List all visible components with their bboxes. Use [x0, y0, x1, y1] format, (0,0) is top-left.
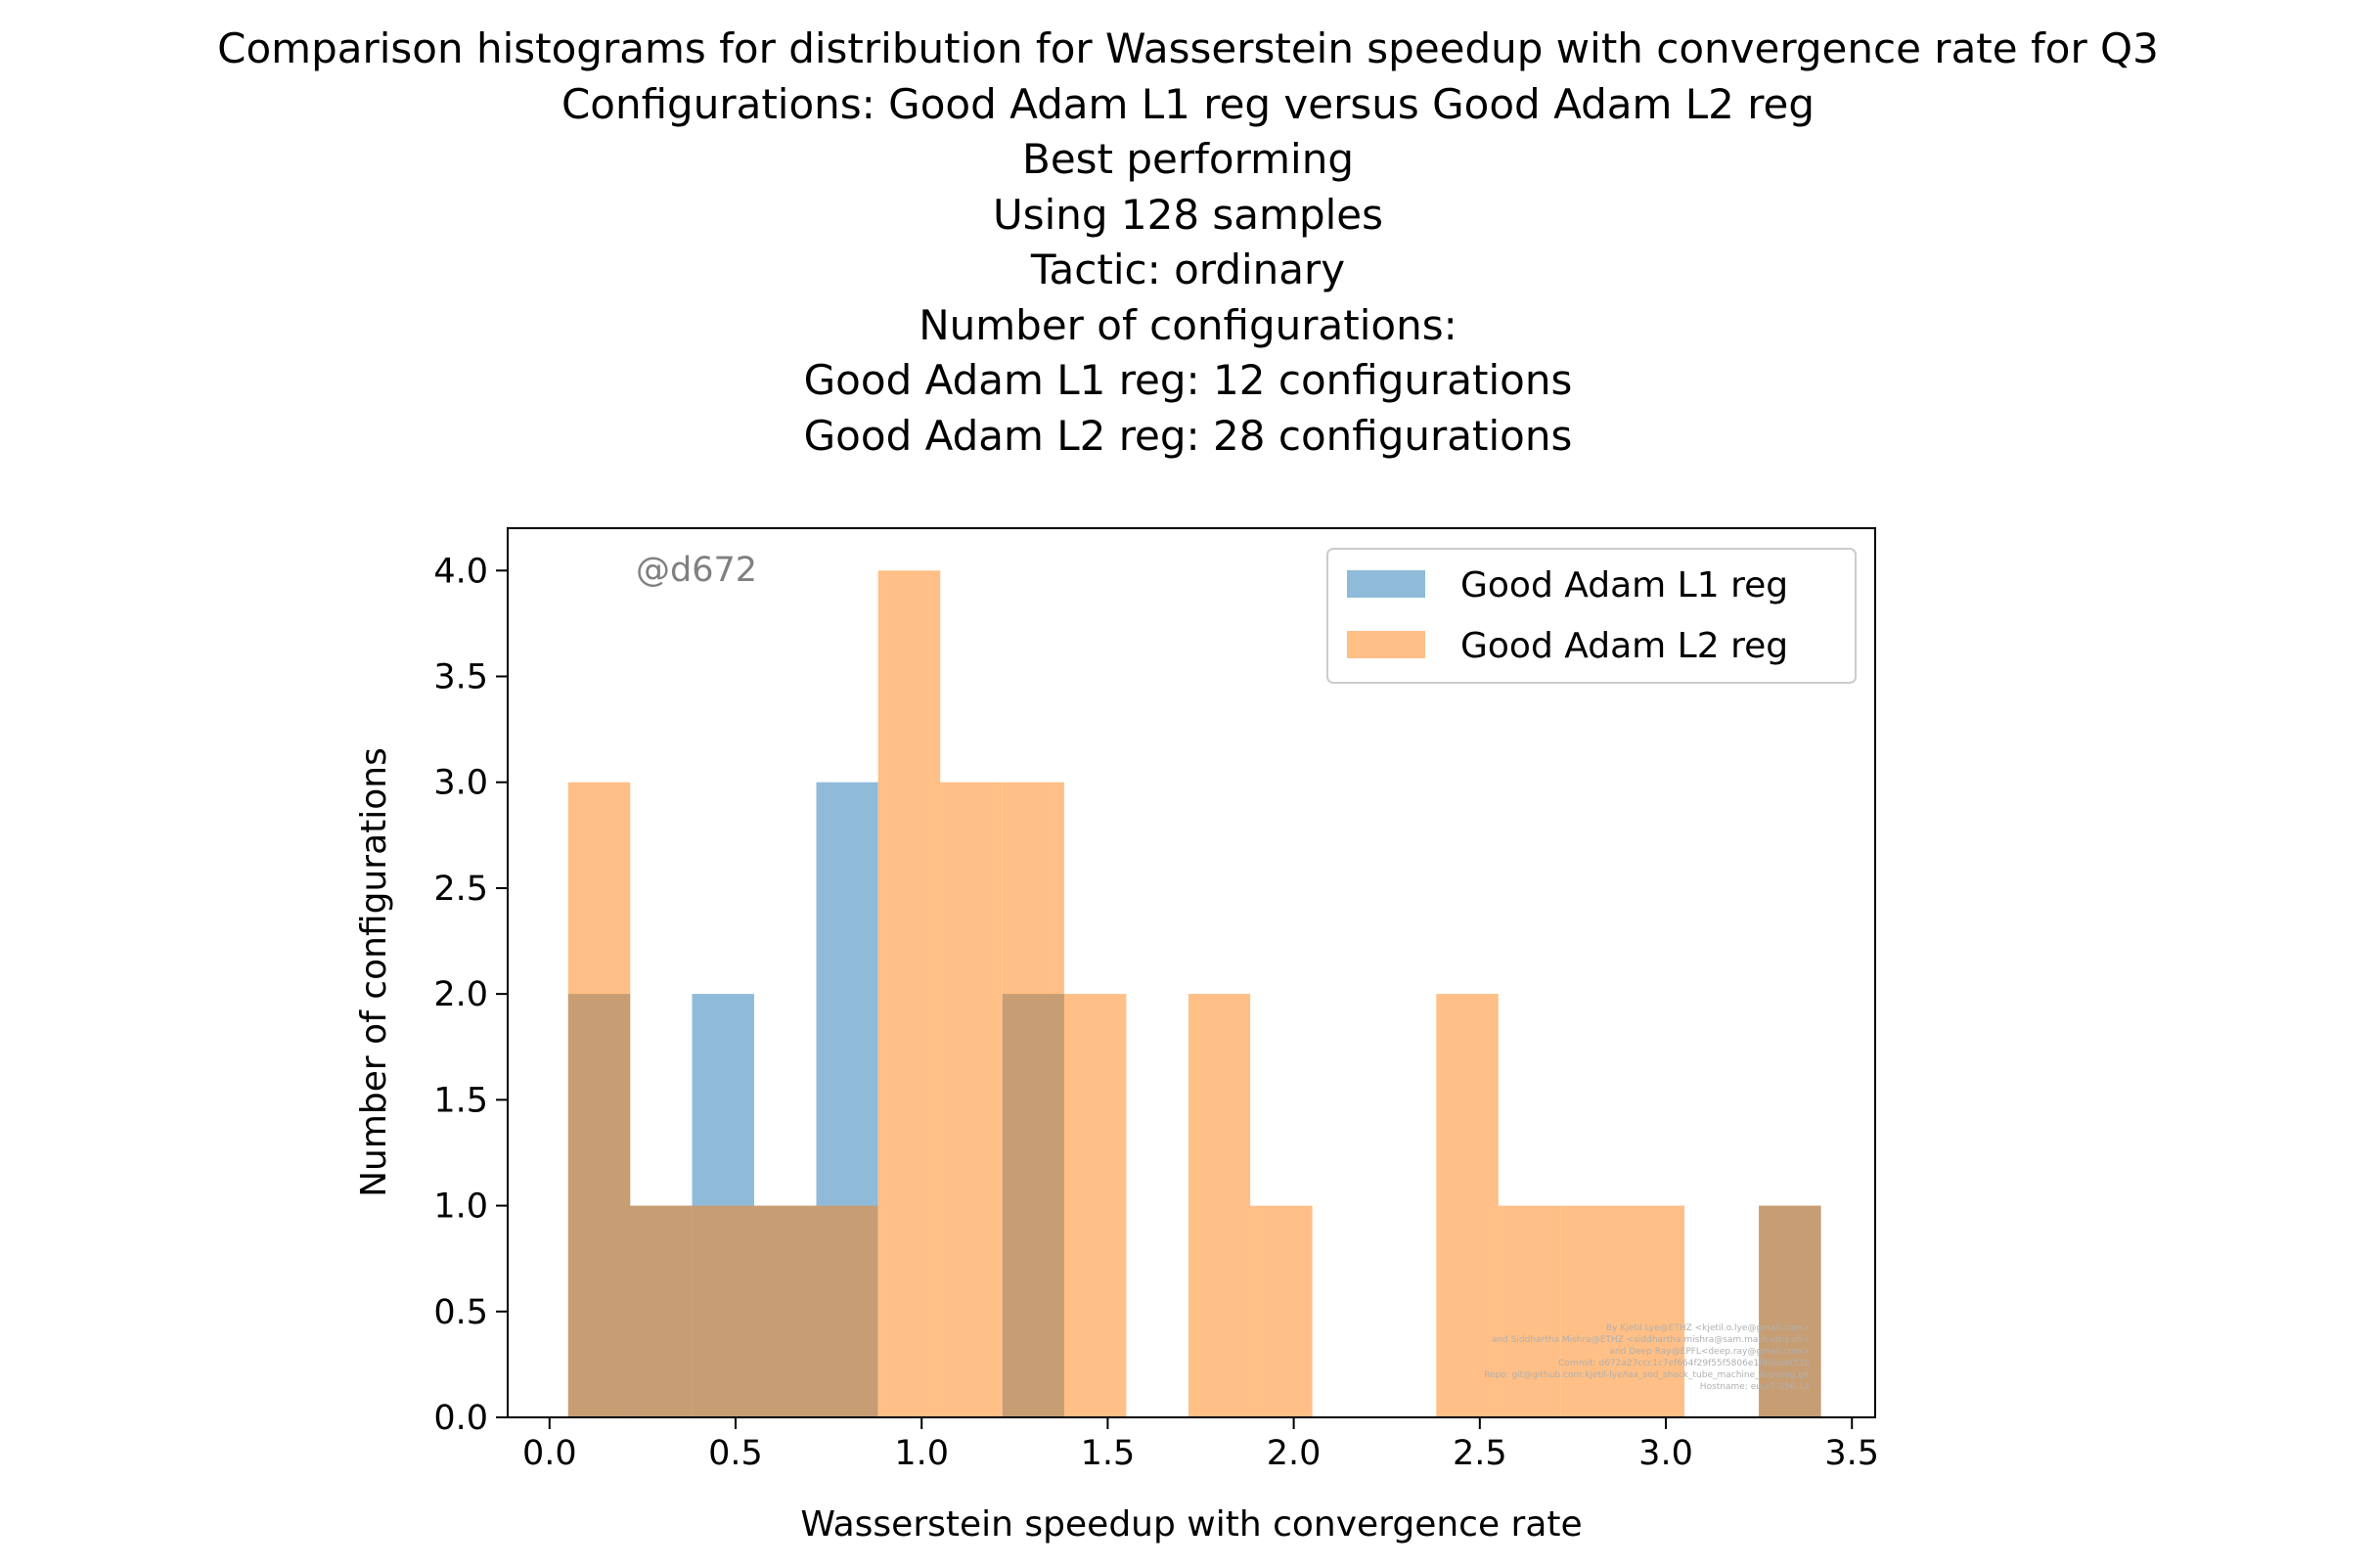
x-axis-ticks: 0.0 0.5 1.0 1.5 2.0 2.5 3.0 3.5 — [522, 1417, 1879, 1473]
x-tick-label: 3.0 — [1638, 1434, 1693, 1473]
histogram-bar-series-2 — [1002, 782, 1064, 1417]
legend-entry-label: Good Adam L2 reg — [1460, 626, 1788, 666]
title-line: Number of configurations: — [919, 300, 1457, 349]
title-line: Using 128 samples — [992, 190, 1384, 239]
legend-entry-label: Good Adam L1 reg — [1460, 565, 1788, 605]
y-axis-ticks: 0.0 0.5 1.0 1.5 2.0 2.5 3.0 3.5 4.0 — [433, 552, 508, 1438]
x-tick-label: 1.0 — [894, 1434, 949, 1473]
y-tick-label: 1.0 — [433, 1187, 488, 1227]
title-line: Configurations: Good Adam L1 reg versus … — [560, 79, 1816, 128]
x-tick-label: 0.0 — [522, 1434, 577, 1473]
histogram-bar-series-2 — [1759, 1205, 1821, 1417]
x-tick-label: 0.5 — [708, 1434, 763, 1473]
bars-layer — [567, 570, 1821, 1417]
credit-line: and Deep Ray@EPFL<deep.ray@gmail.com> — [1609, 1347, 1810, 1357]
histogram-bar-series-2 — [1063, 994, 1127, 1417]
credits-block: By Kjetil Lye@ETHZ <kjetil.o.lye@gmail.c… — [1484, 1323, 1810, 1392]
histogram-bar-series-2 — [1250, 1205, 1313, 1417]
x-tick-label: 3.5 — [1824, 1434, 1879, 1473]
chart-title: Comparison histograms for distribution f… — [0, 22, 2376, 464]
title-line: Comparison histograms for distribution f… — [217, 24, 2159, 72]
y-tick-label: 4.0 — [433, 552, 488, 591]
title-line: Tactic: ordinary — [1030, 246, 1346, 293]
credit-line: Commit: d672a27ccc1c7ef664f29f55f5806e1f… — [1558, 1359, 1810, 1368]
y-tick-label: 0.0 — [433, 1399, 488, 1438]
y-tick-label: 3.0 — [433, 764, 488, 803]
credit-line: and Siddhartha Mishra@ETHZ <siddhartha.m… — [1492, 1335, 1810, 1345]
y-axis-label: Number of configurations — [354, 747, 394, 1197]
histogram-bar-series-2 — [1436, 994, 1499, 1417]
histogram-bar-series-2 — [1188, 994, 1251, 1417]
y-tick-label: 0.5 — [433, 1293, 488, 1332]
legend: Good Adam L1 reg Good Adam L2 reg — [1326, 548, 1857, 684]
credit-line: Hostname: eu-c7-056-14 — [1700, 1382, 1810, 1392]
histogram-bar-series-2 — [940, 782, 1003, 1417]
x-tick-label: 2.5 — [1453, 1434, 1507, 1473]
histogram-bar-series-2 — [1622, 1205, 1684, 1417]
legend-swatch — [1347, 570, 1425, 598]
title-line: Best performing — [1022, 135, 1354, 183]
watermark-label: @d672 — [636, 551, 757, 590]
y-tick-label: 3.5 — [433, 658, 488, 697]
histogram-bar-series-2 — [567, 782, 631, 1417]
x-tick-label: 1.5 — [1081, 1434, 1136, 1473]
histogram-bar-series-2 — [754, 1205, 817, 1417]
legend-swatch — [1347, 631, 1425, 658]
histogram-bar-series-2 — [1498, 1205, 1561, 1417]
histogram-bar-series-2 — [692, 1205, 754, 1417]
legend-frame — [1326, 548, 1857, 684]
y-tick-label: 2.5 — [433, 870, 488, 909]
y-tick-label: 2.0 — [433, 975, 488, 1014]
title-line: Good Adam L1 reg: 12 configurations — [803, 356, 1573, 404]
axes-frame — [507, 527, 1876, 1418]
title-line: Good Adam L2 reg: 28 configurations — [803, 411, 1573, 460]
histogram-bar-series-2 — [1560, 1205, 1623, 1417]
histogram-bar-series-2 — [877, 570, 941, 1417]
credit-line: Repo: git@github.com:kjetil-lye/lax_sod_… — [1484, 1370, 1810, 1380]
x-tick-label: 2.0 — [1267, 1434, 1322, 1473]
histogram-bar-series-2 — [816, 1205, 878, 1417]
x-axis-label: Wasserstein speedup with convergence rat… — [800, 1504, 1582, 1545]
credit-line: By Kjetil Lye@ETHZ <kjetil.o.lye@gmail.c… — [1606, 1323, 1810, 1333]
y-tick-label: 1.5 — [433, 1081, 488, 1120]
histogram-bar-series-2 — [630, 1205, 693, 1417]
